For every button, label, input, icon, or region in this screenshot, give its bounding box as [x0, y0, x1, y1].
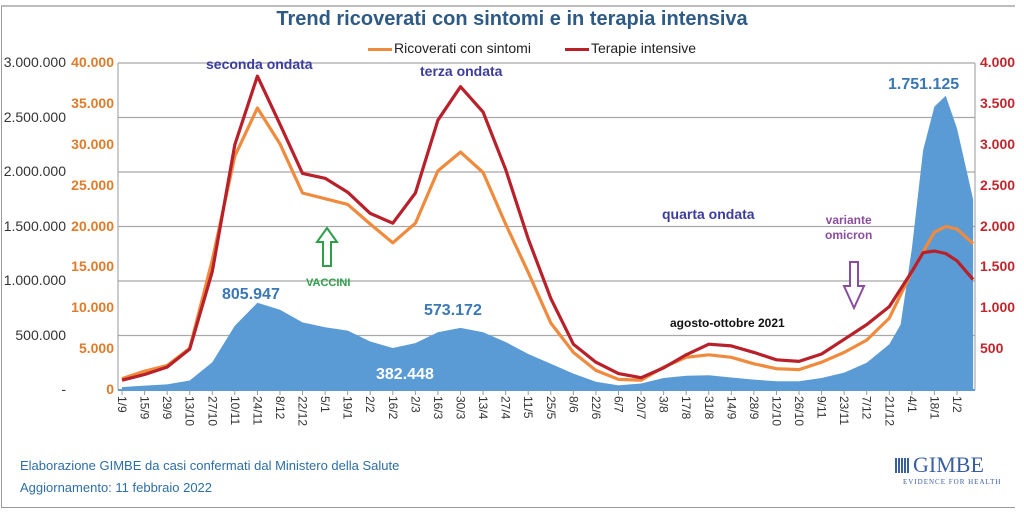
- x-tick-label: 2/3: [408, 396, 423, 413]
- x-tick-label: 17/8: [679, 396, 694, 420]
- legend-label: Ricoverati con sintomi: [394, 40, 531, 56]
- x-tick-label: 31/8: [701, 396, 716, 420]
- vaccini-arrow-up-icon: [315, 226, 339, 267]
- series-area-positivi: [122, 95, 974, 390]
- y-left-secondary-tick-label: 40.000: [71, 54, 114, 70]
- label-peak-805947: 805.947: [222, 286, 280, 303]
- y-left-tick-label: 3.000.000: [3, 54, 66, 70]
- y-right-tick-label: 1.500: [980, 258, 1016, 275]
- annotation-omicron-line1: variante: [825, 213, 872, 227]
- y-left-secondary-tick-label: 15.000: [71, 258, 114, 275]
- annotation-terza-ondata: terza ondata: [420, 63, 503, 79]
- annotation-omicron-line2: omicron: [825, 228, 873, 242]
- gimbe-logo: GIMBE EVIDENCE FOR HEALTH: [895, 452, 1001, 486]
- legend-swatch-orange: [368, 47, 392, 51]
- y-left-tick-label: 2.500.000: [3, 108, 66, 125]
- x-tick-label: 7/12: [859, 396, 874, 420]
- y-left-secondary-tick-label: 5.000: [78, 340, 114, 357]
- annotation-agosto-ottobre: agosto-ottobre 2021: [670, 316, 785, 330]
- annotation-vaccini: VACCINI: [306, 277, 351, 289]
- x-tick-label: 12/10: [769, 396, 784, 427]
- x-tick-label: 14/9: [724, 396, 739, 420]
- y-left-tick-label: 2.000.000: [3, 163, 66, 179]
- x-tick-label: 13/4: [476, 396, 491, 420]
- x-tick-label: 2/2: [363, 396, 378, 413]
- x-tick-label: 5/1: [318, 396, 333, 413]
- y-right-tick-label: 500: [980, 340, 1004, 357]
- x-tick-label: 21/12: [882, 396, 897, 427]
- x-tick-label: 10/11: [227, 396, 242, 426]
- y-right-tick-label: 2.000: [980, 217, 1016, 234]
- chart-title: Trend ricoverati con sintomi e in terapi…: [276, 8, 748, 30]
- annotation-seconda-ondata: seconda ondata: [206, 56, 313, 72]
- omicron-arrow-down-icon: [842, 261, 866, 311]
- x-tick-label: 19/1: [340, 396, 355, 420]
- series-line-terapie-intensive: [121, 74, 975, 382]
- legend-item-ricoverati: Ricoverati con sintomi: [368, 40, 531, 56]
- x-tick-label: 30/3: [453, 396, 468, 420]
- x-tick-label: 8/6: [566, 396, 581, 413]
- y-left-secondary-tick-label: 30.000: [71, 135, 114, 152]
- logo-tagline: EVIDENCE FOR HEALTH: [903, 478, 1002, 486]
- chart-frame: [1, 5, 1015, 508]
- x-tick-label: 4/1: [904, 396, 919, 413]
- logo-name: GIMBE: [913, 452, 984, 477]
- legend-item-terapie: Terapie intensive: [564, 40, 696, 56]
- y-left-secondary-tick-label: 0: [106, 381, 114, 397]
- x-tick-label: 16/3: [430, 396, 445, 420]
- x-tick-label: 1/9: [115, 396, 129, 413]
- x-tick-label: 18/1: [927, 396, 942, 420]
- footer-updated: Aggiornamento: 11 febbraio 2022: [20, 480, 213, 495]
- x-tick-label: 27/10: [205, 396, 220, 427]
- label-trough-382448: 382.448: [376, 366, 434, 383]
- x-tick-label: 15/9: [137, 396, 152, 420]
- annotation-quarta-ondata: quarta ondata: [662, 206, 755, 222]
- x-tick-label: 25/5: [543, 396, 558, 420]
- x-tick-label: 9/11: [814, 396, 829, 419]
- y-left-secondary-tick-label: 10.000: [71, 299, 114, 316]
- x-tick-label: 22/6: [588, 396, 603, 420]
- y-left-tick-label: 500.000: [15, 326, 66, 343]
- footer-source: Elaborazione GIMBE da casi confermati da…: [20, 458, 400, 473]
- x-tick-label: 28/9: [746, 396, 761, 420]
- y-left-secondary-tick-label: 25.000: [71, 176, 114, 193]
- x-tick-label: 16/2: [385, 396, 400, 420]
- legend-swatch-red: [564, 47, 589, 51]
- y-left-tick-label: 1.500.000: [3, 217, 66, 234]
- legend-label: Terapie intensive: [590, 40, 696, 56]
- y-left-tick-label: -: [61, 381, 66, 397]
- x-tick-label: 27/4: [498, 396, 513, 420]
- y-right-tick-label: 2.500: [980, 176, 1016, 193]
- x-tick-label: 24/11: [250, 396, 265, 426]
- x-tick-label: 6/7: [611, 396, 626, 413]
- x-tick-label: 8/12: [272, 396, 287, 420]
- y-left-secondary-tick-label: 35.000: [71, 94, 114, 111]
- x-tick-label: 20/7: [634, 396, 649, 420]
- y-right-tick-label: 1.000: [980, 299, 1016, 316]
- annotation-omicron: variante omicron: [825, 213, 872, 243]
- legend: Ricoverati con sintomi Terapie intensive: [368, 40, 696, 56]
- label-peak-1751125: 1.751.125: [888, 76, 960, 93]
- x-tick-label: 13/10: [182, 396, 197, 427]
- x-tick-label: 3/8: [656, 396, 671, 413]
- y-left-tick-label: 1.000.000: [3, 272, 66, 288]
- x-tick-label: 22/12: [295, 396, 310, 427]
- y-right-tick-label: 3.000: [980, 135, 1016, 152]
- y-left-secondary-tick-label: 20.000: [71, 217, 114, 234]
- label-peak-573172: 573.172: [424, 302, 482, 319]
- gimbe-logo-icon: [895, 458, 910, 473]
- x-tick-label: 1/2: [950, 396, 964, 413]
- x-tick-label: 11/5: [521, 396, 536, 419]
- x-tick-label: 26/10: [792, 396, 807, 427]
- x-tick-label: 29/9: [160, 396, 175, 420]
- y-right-tick-label: 4.000: [980, 54, 1016, 70]
- x-tick-label: 23/11: [837, 396, 852, 426]
- series-line-ricoverati: [121, 106, 975, 382]
- y-right-tick-label: 3.500: [980, 94, 1016, 111]
